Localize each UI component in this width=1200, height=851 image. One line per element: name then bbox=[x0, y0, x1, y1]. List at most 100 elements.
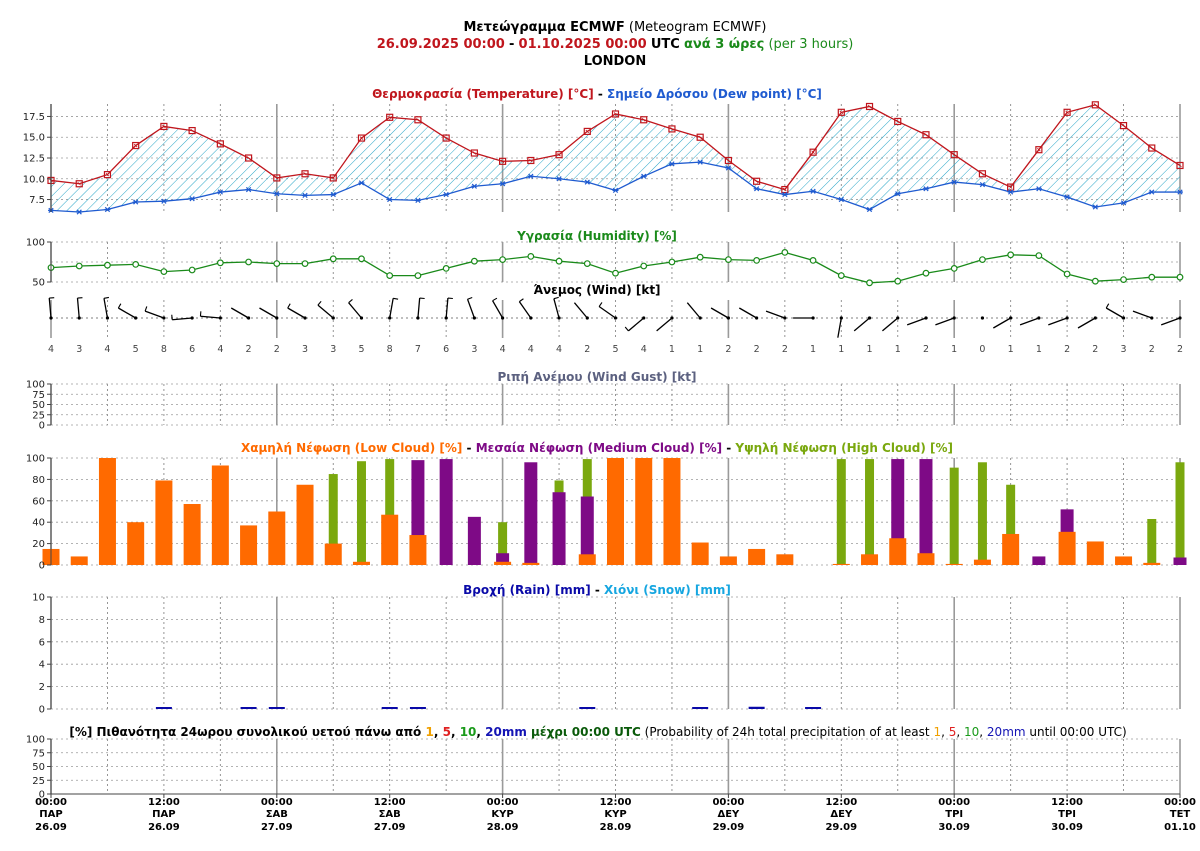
y-tick-label: 0 bbox=[39, 705, 45, 716]
wind-speed-label: 4 bbox=[500, 344, 506, 355]
temp-dewpoint-spread-area bbox=[51, 104, 1180, 212]
humidity-point bbox=[555, 257, 563, 265]
temperature-point-mark bbox=[500, 159, 505, 164]
high-cloud-bar bbox=[328, 474, 338, 565]
y-tick-label: 100 bbox=[26, 238, 45, 249]
temperature-point bbox=[1007, 183, 1015, 191]
wind-speed-label: 4 bbox=[641, 344, 647, 355]
temperature-point bbox=[357, 134, 366, 142]
temperature-point-mark bbox=[557, 152, 561, 157]
wind-speed-label: 8 bbox=[161, 344, 167, 355]
y-tick-label: 60 bbox=[32, 496, 45, 507]
precip-plot bbox=[155, 706, 822, 709]
wind-speed-label: 1 bbox=[838, 344, 844, 355]
temperature-point bbox=[640, 116, 648, 124]
high-cloud-bar bbox=[836, 459, 846, 565]
dew-point-point bbox=[810, 188, 817, 194]
low-cloud-bar bbox=[691, 542, 709, 565]
low-cloud-bar bbox=[240, 525, 258, 565]
x-tick-date: 01.10 bbox=[1164, 822, 1196, 833]
humidity-point bbox=[442, 265, 450, 272]
wind-barb bbox=[906, 316, 928, 326]
wind-speed-label: 5 bbox=[358, 344, 364, 355]
date-range-start: 26.09.2025 00:00 bbox=[377, 37, 505, 52]
temperature-point bbox=[1176, 161, 1184, 170]
x-tick-day: ΚΥΡ bbox=[491, 809, 513, 820]
wind-barb bbox=[853, 316, 872, 332]
wind-barb bbox=[259, 307, 279, 320]
low-cloud-bar bbox=[776, 554, 794, 565]
humidity-point bbox=[809, 257, 817, 264]
temperature-point-mark bbox=[895, 119, 900, 124]
dew-point-point bbox=[668, 161, 675, 167]
wind-speed-label: 0 bbox=[979, 344, 985, 355]
high-cloud-bar bbox=[977, 462, 987, 565]
wind-speed-label: 3 bbox=[471, 344, 477, 355]
y-tick-label: 0 bbox=[39, 421, 45, 432]
temperature-point-mark bbox=[275, 176, 279, 180]
humidity-point bbox=[188, 266, 196, 274]
humidity-point bbox=[132, 261, 140, 268]
temperature-point-mark bbox=[246, 156, 251, 160]
x-tick-day: ΤΡΙ bbox=[1058, 809, 1076, 820]
temperature-point bbox=[978, 170, 987, 178]
x-tick-day: ΔΕΥ bbox=[717, 809, 740, 820]
wind-barb bbox=[199, 311, 222, 320]
humidity-point bbox=[725, 256, 732, 264]
humidity-panel-title: Υγρασία (Humidity) [%] bbox=[516, 229, 677, 243]
humidity-point bbox=[583, 260, 591, 268]
temperature-point-mark bbox=[811, 150, 815, 154]
x-tick-date: 30.09 bbox=[938, 822, 970, 833]
low-cloud-bar bbox=[663, 458, 681, 565]
wind-barb bbox=[348, 299, 364, 320]
wind-barb bbox=[76, 297, 83, 320]
wind-barb bbox=[466, 296, 476, 320]
temperature-point-mark bbox=[1008, 185, 1013, 189]
wind-barb bbox=[492, 297, 505, 320]
low-cloud-bar bbox=[607, 458, 624, 565]
low-cloud-bar bbox=[889, 538, 907, 565]
dew-point-point bbox=[330, 191, 337, 198]
temperature-point bbox=[75, 180, 83, 188]
temperature-point bbox=[809, 148, 817, 156]
wind-speed-label: 3 bbox=[330, 344, 336, 355]
wind-speed-label: 1 bbox=[867, 344, 873, 355]
wind-barb bbox=[686, 302, 702, 320]
x-tick-time: 12:00 bbox=[600, 797, 632, 808]
temperature-point-mark bbox=[641, 118, 646, 122]
y-tick-label: 8 bbox=[39, 615, 45, 626]
dew-point-point bbox=[584, 179, 591, 185]
x-tick-time: 00:00 bbox=[261, 797, 293, 808]
dew-point-point bbox=[443, 191, 450, 198]
low-cloud-bar bbox=[211, 465, 229, 565]
temperature-point-mark bbox=[924, 132, 928, 137]
y-tick-label: 12.5 bbox=[23, 154, 45, 165]
wind-barb bbox=[1077, 316, 1097, 329]
humidity-point bbox=[499, 256, 507, 264]
temperature-point-mark bbox=[529, 158, 533, 163]
temperature-point-mark bbox=[754, 179, 759, 184]
grid-lines bbox=[50, 104, 1181, 795]
precip-panel-title: Βροχή (Rain) [mm] - Χιόνι (Snow) [mm] bbox=[463, 583, 731, 597]
x-tick-day: ΣΑΒ bbox=[379, 809, 401, 820]
chart-title: Μετεώγραμμα ECMWF (Meteogram ECMWF) bbox=[463, 20, 766, 35]
temperature-point bbox=[781, 185, 789, 194]
dew-point-point bbox=[556, 176, 563, 182]
humidity-point bbox=[470, 257, 478, 265]
low-cloud-bar bbox=[522, 562, 540, 565]
dew-point-point bbox=[838, 196, 845, 203]
humidity-plot bbox=[47, 248, 1184, 287]
wind-barb bbox=[656, 316, 674, 332]
dew-point-point bbox=[640, 173, 647, 179]
temperature-point bbox=[132, 141, 140, 150]
wind-barb bbox=[882, 316, 900, 332]
dew-point-point bbox=[527, 173, 534, 179]
wind-barb bbox=[1048, 316, 1069, 326]
temperature-point-mark bbox=[105, 172, 110, 177]
x-tick-date: 30.09 bbox=[1051, 822, 1083, 833]
low-cloud-bar bbox=[296, 484, 314, 565]
low-cloud-bar bbox=[352, 561, 370, 565]
humidity-point bbox=[894, 277, 902, 285]
dew-point-point bbox=[160, 198, 167, 204]
